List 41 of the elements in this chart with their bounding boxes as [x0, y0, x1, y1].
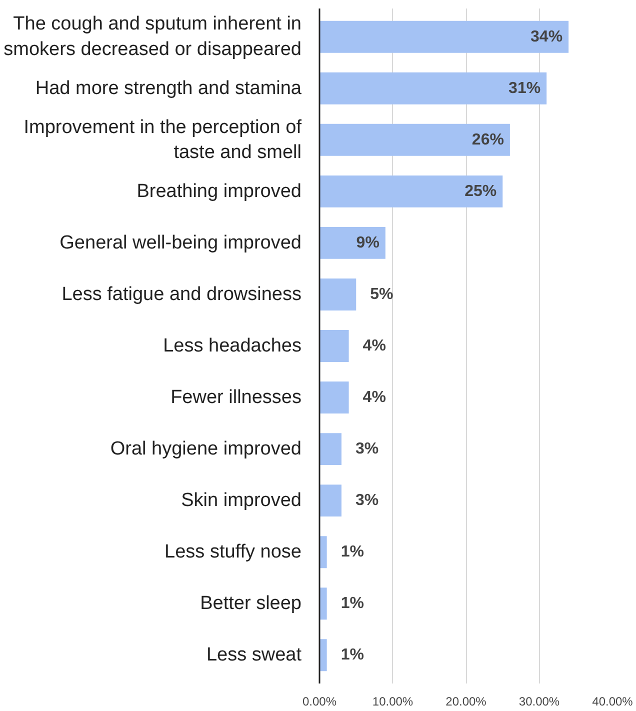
bar	[320, 20, 569, 53]
data-label: 4%	[362, 338, 386, 354]
data-label: 25%	[464, 182, 497, 200]
data-label: 3%	[355, 492, 379, 510]
y-tick-label: Less headaches	[163, 336, 302, 356]
y-tick-label: Skin improved	[181, 490, 302, 512]
y-tick-label: Breathing improved	[136, 180, 302, 202]
y-tick-label: Better sleep	[200, 593, 302, 614]
bar	[320, 382, 349, 414]
y-tick-label: Fewer illnesses	[170, 387, 302, 408]
bar	[320, 433, 342, 466]
data-label: 3%	[355, 440, 379, 458]
x-tick-label: 40.00%	[592, 694, 634, 708]
data-label: 26%	[472, 131, 504, 148]
data-label: 4%	[362, 389, 386, 406]
bar	[320, 175, 503, 208]
x-tick-label: 20.00%	[446, 694, 487, 708]
bar	[320, 330, 349, 362]
x-tick-label: 30.00%	[518, 694, 560, 708]
y-tick-label: Had more strength and stamina	[35, 78, 302, 99]
bar	[320, 72, 547, 104]
x-tick-label: 10.00%	[372, 694, 414, 708]
y-tick-label: Less fatigue and drowsiness	[62, 284, 302, 305]
data-label: 1%	[340, 646, 364, 664]
y-tick-label: Less stuffy nose	[164, 542, 302, 563]
x-tick-label: 0.00%	[302, 694, 337, 708]
data-label: 5%	[370, 286, 394, 303]
y-tick-label: General well-being improved	[60, 232, 302, 254]
bar	[320, 278, 356, 310]
y-tick-label: The cough and sputum inherent in smokers decreased or disappeared	[4, 14, 302, 60]
y-tick-label: Less sweat	[206, 644, 302, 666]
y-tick-label: Oral hygiene improved	[110, 438, 302, 460]
bar	[320, 226, 386, 259]
bar	[320, 124, 510, 156]
data-label: 9%	[356, 234, 380, 252]
bar	[320, 484, 342, 517]
data-label: 34%	[530, 28, 563, 46]
data-label: 1%	[340, 595, 364, 612]
data-label: 1%	[340, 544, 364, 561]
data-label: 31%	[508, 80, 541, 97]
y-tick-label: Improvement in the perception of taste and smell	[24, 116, 302, 163]
